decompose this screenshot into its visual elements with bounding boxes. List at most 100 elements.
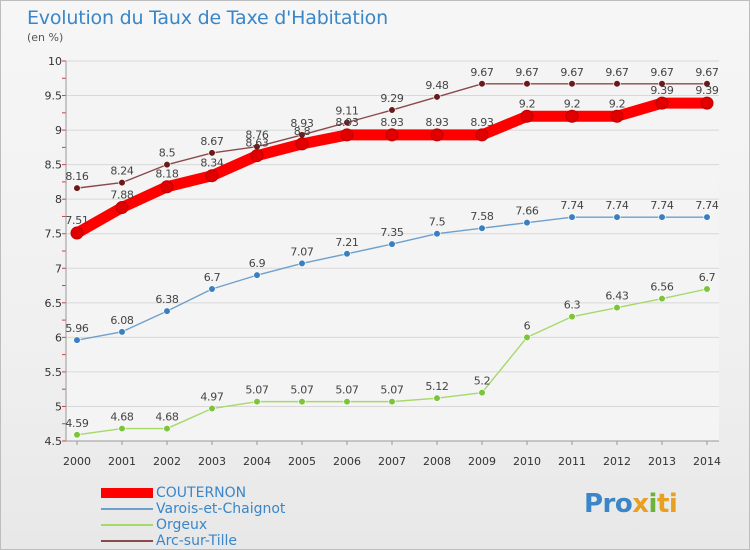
data-point [118,328,126,336]
data-label: 6.38 [155,293,179,306]
data-label: 9.48 [425,79,449,92]
data-label: 6 [524,319,531,332]
data-label: 9.67 [515,66,539,79]
data-point [343,250,351,258]
data-point [565,109,579,123]
data-label: 9.67 [560,66,584,79]
data-point [433,230,441,238]
x-tick-label: 2005 [288,455,316,468]
data-point [208,285,216,293]
data-point [658,295,666,303]
data-label: 9.67 [605,66,629,79]
data-label: 5.07 [335,384,359,397]
data-label: 5.2 [474,375,491,388]
data-label: 6.43 [605,290,629,303]
data-point [205,169,219,183]
data-point [613,213,621,221]
data-label: 7.66 [515,205,539,218]
data-label: 5.12 [425,380,448,393]
y-tick-label: 8 [55,193,62,206]
data-point [388,240,396,248]
data-point [163,161,171,169]
data-point [73,336,81,344]
data-point [343,118,351,127]
data-label: 9.29 [380,92,404,105]
data-label: 8.18 [155,168,179,181]
data-point [568,213,576,221]
x-tick-label: 2007 [378,455,406,468]
y-tick-label: 9 [55,124,62,137]
legend-swatch [101,540,153,542]
x-tick-label: 2002 [153,455,181,468]
legend-swatch [101,508,153,510]
data-label: 9.67 [695,66,719,79]
data-label: 8.24 [110,165,134,178]
data-point [160,180,174,194]
data-label: 7.35 [380,226,404,239]
data-point [70,226,84,240]
data-point [253,398,261,406]
chart-title: Evolution du Taux de Taxe d'Habitation [27,7,388,29]
x-tick-label: 2006 [333,455,361,468]
x-tick-label: 2012 [603,455,631,468]
chart-subtitle: (en %) [27,31,64,44]
x-tick-label: 2011 [558,455,586,468]
data-label: 8.67 [200,135,224,148]
y-tick-label: 6 [55,331,62,344]
legend-label: Arc-sur-Tille [156,533,237,549]
data-point [478,80,486,88]
x-tick-label: 2003 [198,455,226,468]
data-point [610,109,624,123]
data-label: 5.07 [245,384,269,397]
x-tick-label: 2000 [63,455,91,468]
data-point [523,80,531,88]
data-point [208,149,216,157]
data-label: 8.63 [245,137,269,150]
data-point [340,128,354,142]
data-point [118,179,126,187]
data-label: 7.21 [335,236,358,249]
y-tick-label: 5 [55,400,62,413]
data-label: 9.2 [564,97,581,110]
data-label: 4.68 [155,411,179,424]
legend-swatch [101,488,153,498]
data-label: 8.93 [380,116,404,129]
data-point [430,128,444,142]
data-point [520,109,534,123]
data-label: 9.67 [650,66,674,79]
x-tick-label: 2014 [693,455,721,468]
data-point [388,398,396,406]
x-tick-label: 2009 [468,455,496,468]
data-point [703,80,711,88]
legend-label: COUTERNON [156,485,247,501]
data-point [115,200,129,214]
data-point [295,137,309,151]
y-tick-label: 5.5 [45,366,63,379]
data-point [478,224,486,232]
data-label: 8.93 [290,117,314,130]
data-point [478,389,486,397]
data-label: 8.34 [200,157,224,170]
data-label: 7.74 [560,199,584,212]
data-label: 6.56 [650,281,674,294]
data-point [613,80,621,88]
y-tick-label: 6.5 [45,297,63,310]
data-label: 6.7 [699,271,716,284]
legend-swatch [101,524,153,526]
data-label: 8.93 [335,116,359,129]
data-point [73,184,81,192]
data-point [118,424,126,433]
data-point [523,333,531,341]
data-label: 9.39 [650,84,674,97]
data-point [613,304,621,312]
data-label: 4.68 [110,411,134,424]
data-point [163,307,171,315]
data-label: 6.3 [564,299,581,312]
data-label: 5.96 [65,322,89,335]
data-label: 6.9 [249,257,266,270]
data-label: 6.08 [110,314,134,327]
data-point [208,404,216,413]
data-label: 4.97 [200,391,224,404]
x-tick-label: 2008 [423,455,451,468]
